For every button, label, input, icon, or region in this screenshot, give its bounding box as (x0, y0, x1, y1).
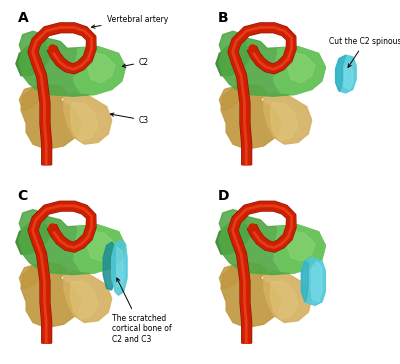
Polygon shape (312, 261, 322, 302)
Text: D: D (218, 189, 229, 203)
Polygon shape (88, 230, 115, 261)
Polygon shape (302, 261, 308, 302)
Polygon shape (74, 225, 125, 273)
Polygon shape (64, 93, 112, 144)
Text: Vertebral artery: Vertebral artery (92, 15, 168, 28)
Polygon shape (219, 38, 325, 96)
Polygon shape (228, 201, 296, 343)
Text: C3: C3 (110, 113, 149, 125)
Text: Cut the C2 spinous: Cut the C2 spinous (329, 37, 400, 67)
Polygon shape (219, 210, 247, 234)
Polygon shape (64, 271, 112, 323)
Polygon shape (219, 264, 243, 288)
Polygon shape (336, 55, 356, 93)
Polygon shape (232, 205, 292, 343)
Polygon shape (16, 222, 50, 254)
Polygon shape (274, 47, 325, 95)
Polygon shape (271, 281, 298, 319)
Polygon shape (19, 31, 47, 55)
Polygon shape (228, 23, 296, 165)
Text: A: A (18, 11, 28, 25)
Text: C2: C2 (122, 58, 149, 67)
Polygon shape (219, 31, 247, 55)
Polygon shape (28, 23, 96, 165)
Polygon shape (336, 55, 346, 91)
Polygon shape (103, 242, 115, 290)
Text: B: B (218, 11, 228, 25)
Polygon shape (29, 202, 95, 343)
Polygon shape (71, 103, 98, 141)
Polygon shape (117, 247, 124, 288)
Text: The scratched
cortical bone of
C2 and C3: The scratched cortical bone of C2 and C3 (112, 278, 171, 344)
Polygon shape (19, 38, 125, 96)
Polygon shape (71, 281, 98, 319)
Polygon shape (32, 27, 92, 165)
Polygon shape (216, 222, 250, 254)
Polygon shape (232, 27, 292, 165)
Polygon shape (19, 86, 43, 110)
Polygon shape (21, 263, 81, 328)
Polygon shape (74, 47, 125, 95)
Polygon shape (28, 201, 96, 343)
Polygon shape (32, 205, 92, 343)
Polygon shape (264, 93, 312, 144)
Polygon shape (219, 217, 325, 274)
Polygon shape (88, 52, 115, 83)
Polygon shape (229, 24, 295, 165)
Polygon shape (19, 217, 125, 274)
Polygon shape (221, 84, 281, 149)
Polygon shape (19, 210, 47, 234)
Polygon shape (271, 103, 298, 141)
Polygon shape (344, 62, 353, 90)
Text: C: C (18, 189, 28, 203)
Polygon shape (219, 86, 243, 110)
Polygon shape (19, 264, 43, 288)
Polygon shape (221, 263, 281, 328)
Polygon shape (112, 240, 127, 295)
Polygon shape (29, 24, 95, 165)
Polygon shape (216, 43, 250, 76)
Polygon shape (229, 202, 295, 343)
Polygon shape (288, 52, 315, 83)
Polygon shape (274, 225, 325, 273)
Polygon shape (288, 230, 315, 261)
Polygon shape (21, 84, 81, 149)
Polygon shape (264, 271, 312, 323)
Polygon shape (302, 257, 325, 305)
Polygon shape (16, 43, 50, 76)
